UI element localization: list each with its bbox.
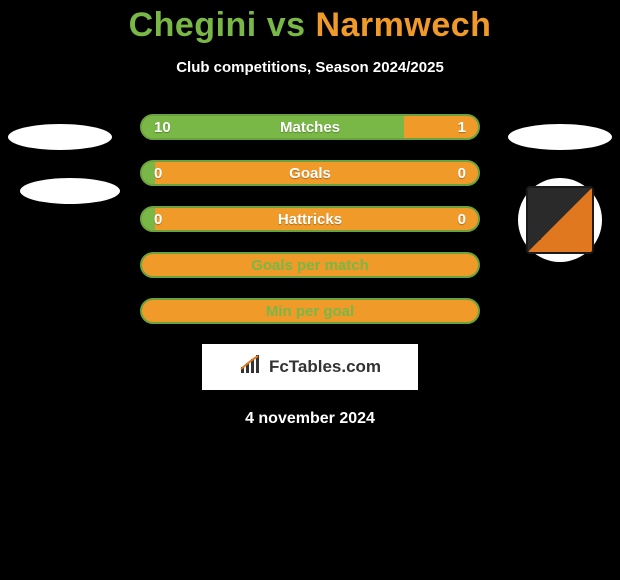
- stat-rows: 10 Matches 1 0 Goals 0 0 Hattricks 0 Goa…: [0, 114, 620, 324]
- footer-badge: FcTables.com: [202, 344, 418, 390]
- stat-row-hattricks: 0 Hattricks 0: [140, 206, 480, 232]
- stat-label: Matches: [142, 116, 478, 138]
- player1-name: Chegini: [129, 6, 257, 44]
- label-row-mpg: Min per goal: [140, 298, 480, 324]
- stat-label: Hattricks: [142, 208, 478, 230]
- label-row-text: Min per goal: [266, 303, 354, 320]
- comparison-title: Chegini vs Narmwech: [0, 0, 620, 45]
- label-row-gpm: Goals per match: [140, 252, 480, 278]
- stat-row-matches: 10 Matches 1: [140, 114, 480, 140]
- stat-right-value: 0: [458, 162, 466, 184]
- player2-name: Narmwech: [315, 6, 491, 44]
- stat-label: Goals: [142, 162, 478, 184]
- vs-text: vs: [267, 6, 306, 44]
- stat-row-goals: 0 Goals 0: [140, 160, 480, 186]
- brand-text: FcTables.com: [269, 357, 381, 377]
- label-row-text: Goals per match: [251, 257, 369, 274]
- subtitle: Club competitions, Season 2024/2025: [0, 59, 620, 76]
- stat-right-value: 0: [458, 208, 466, 230]
- chart-icon: [239, 355, 265, 380]
- date-text: 4 november 2024: [0, 410, 620, 428]
- stat-right-value: 1: [458, 116, 466, 138]
